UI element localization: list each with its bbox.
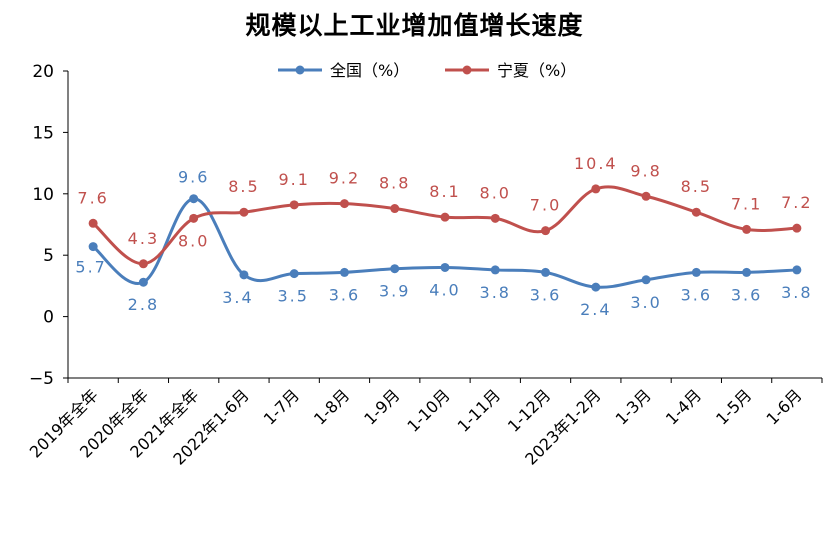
legend: 全国（%） 宁夏（%） <box>278 61 576 80</box>
data-point <box>440 262 450 272</box>
data-point <box>390 204 400 214</box>
data-label: 3.9 <box>379 282 410 301</box>
data-label: 3.5 <box>277 287 308 306</box>
data-point <box>742 267 752 277</box>
data-point <box>691 267 701 277</box>
data-point <box>591 184 601 194</box>
legend-marker <box>295 65 305 75</box>
data-point <box>189 213 199 223</box>
data-point <box>541 226 551 236</box>
y-tick-label: 5 <box>43 246 54 266</box>
data-label: 2.8 <box>128 295 159 314</box>
data-point <box>541 267 551 277</box>
data-label: 8.8 <box>379 174 410 193</box>
data-label: 3.6 <box>731 285 762 304</box>
data-point <box>339 267 349 277</box>
legend-label: 宁夏（%） <box>497 61 576 80</box>
data-point <box>239 270 249 280</box>
x-tick-label: 1-5月 <box>712 385 755 428</box>
data-label: 9.8 <box>630 161 661 180</box>
data-label: 5.7 <box>75 258 106 277</box>
data-point <box>189 194 199 204</box>
x-tick-label: 1-12月 <box>504 385 554 435</box>
data-label: 9.1 <box>278 170 309 189</box>
data-label: 3.8 <box>480 283 511 302</box>
data-labels: 5.7 2.8 9.6 3.4 3.5 3.6 3.9 4.0 3.8 3.6 2.4 3.0 3.6 3… <box>75 154 812 319</box>
data-label: 3.4 <box>222 288 253 307</box>
y-tick-label: 15 <box>32 123 54 143</box>
data-point <box>641 275 651 285</box>
data-label: 8.5 <box>228 177 259 196</box>
x-tick-label: 1-6月 <box>762 385 805 428</box>
data-point <box>239 207 249 217</box>
data-label: 3.6 <box>681 285 712 304</box>
data-point <box>339 199 349 209</box>
axes <box>67 71 822 379</box>
data-label: 9.6 <box>178 168 209 187</box>
x-tick-label: 1-9月 <box>360 385 403 428</box>
x-tick-label: 1-10月 <box>403 385 453 435</box>
data-point <box>88 242 98 252</box>
x-tick-label: 1-4月 <box>662 385 705 428</box>
data-label: 3.0 <box>630 293 661 312</box>
data-point <box>390 264 400 274</box>
data-point <box>138 277 148 287</box>
chart-title: 规模以上工业增加值增长速度 <box>245 11 584 40</box>
data-label: 2.4 <box>580 300 611 319</box>
data-label: 3.8 <box>781 283 812 302</box>
data-point <box>792 265 802 275</box>
data-label: 8.0 <box>178 231 209 250</box>
data-point <box>792 223 802 233</box>
y-axis-ticks: −5 0 5 10 15 20 <box>29 62 68 389</box>
data-label: 3.6 <box>329 285 360 304</box>
legend-label: 全国（%） <box>330 61 409 80</box>
data-point <box>88 218 98 228</box>
data-label: 7.2 <box>781 193 812 212</box>
x-tick-label: 1-11月 <box>454 385 504 435</box>
data-point <box>289 200 299 210</box>
x-tick-label: 1-8月 <box>310 385 353 428</box>
data-label: 3.6 <box>530 285 561 304</box>
data-point <box>440 212 450 222</box>
data-point <box>289 269 299 279</box>
data-label: 7.6 <box>77 188 108 207</box>
data-label: 8.0 <box>480 183 511 202</box>
series-layer <box>88 184 802 292</box>
y-tick-label: −5 <box>29 369 54 389</box>
data-label: 8.5 <box>681 177 712 196</box>
data-label: 7.1 <box>731 194 762 213</box>
data-point <box>742 224 752 234</box>
data-point <box>691 207 701 217</box>
legend-marker <box>462 65 472 75</box>
data-point <box>138 259 148 269</box>
data-point <box>641 191 651 201</box>
x-tick-label: 1-3月 <box>612 385 655 428</box>
data-point <box>490 265 500 275</box>
data-point <box>591 282 601 292</box>
x-tick-label: 1-7月 <box>260 385 303 428</box>
y-tick-label: 10 <box>32 185 54 205</box>
data-label: 9.2 <box>329 169 360 188</box>
data-label: 8.1 <box>429 182 460 201</box>
y-tick-label: 0 <box>43 308 54 328</box>
data-label: 7.0 <box>530 196 561 215</box>
data-label: 4.3 <box>128 229 159 248</box>
data-label: 10.4 <box>574 154 618 173</box>
y-tick-label: 20 <box>32 62 54 82</box>
data-point <box>490 213 500 223</box>
data-label: 4.0 <box>429 280 460 299</box>
